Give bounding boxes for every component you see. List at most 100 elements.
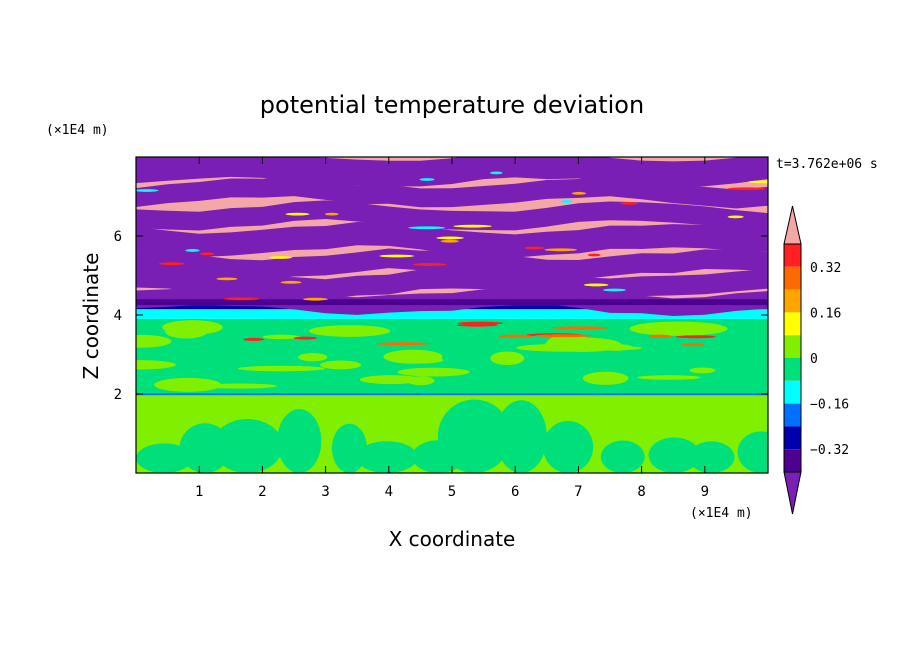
purple-stripe — [136, 222, 768, 258]
time-label: t=3.762e+06 s — [776, 157, 878, 172]
x-tick-label: 6 — [511, 484, 519, 500]
patch — [136, 334, 172, 348]
plume — [543, 421, 594, 473]
x-tick-label: 9 — [701, 484, 709, 500]
x-tick-label: 4 — [385, 484, 393, 500]
plume — [495, 400, 547, 473]
deep-purple-band — [136, 299, 768, 306]
edge-filament — [748, 180, 768, 184]
y-tick-label: 4 — [114, 308, 122, 324]
y-axis-label: Z coordinate — [79, 253, 103, 380]
colorbar: 0.32 0.16 0 −0.16 −0.32 — [783, 205, 849, 515]
plume — [648, 437, 700, 473]
patch — [629, 321, 728, 336]
x-tick-label: 1 — [195, 484, 203, 500]
plume — [600, 440, 645, 473]
edge-filament — [408, 226, 446, 230]
edge-filament — [158, 262, 185, 266]
x-tick-label: 5 — [448, 484, 456, 500]
filament — [243, 337, 265, 341]
colorbar-swatch — [784, 289, 801, 313]
x-tick-label: 8 — [637, 484, 645, 500]
layer-cyan-band — [136, 307, 768, 319]
edge-filament — [571, 191, 587, 195]
edge-filament — [379, 254, 415, 258]
plot-area — [136, 157, 768, 473]
y-unit-label: (×1E4 m) — [46, 123, 109, 138]
x-axis: 1 2 3 4 5 6 7 8 9 — [195, 157, 709, 500]
edge-filament — [324, 212, 339, 216]
colorbar-swatch — [784, 358, 801, 381]
x-tick-label: 2 — [258, 484, 266, 500]
colorbar-swatch — [784, 312, 801, 336]
x-tick-label: 3 — [321, 484, 329, 500]
filament — [551, 326, 609, 330]
contour-field — [136, 157, 768, 473]
edge-filament — [280, 280, 302, 284]
edge-filament — [560, 200, 573, 203]
edge-filament — [727, 215, 744, 219]
colorbar-extend-bottom — [783, 471, 802, 515]
purple-stripe — [136, 200, 768, 232]
patch — [203, 383, 277, 389]
edge-filament — [453, 224, 492, 228]
plume — [737, 431, 768, 473]
edge-filament — [269, 256, 293, 259]
edge-filament — [199, 252, 215, 256]
x-tick-label: 7 — [574, 484, 582, 500]
plume — [688, 441, 735, 473]
patch — [359, 375, 423, 385]
purple-stripe — [136, 248, 768, 280]
plume — [437, 399, 512, 473]
edge-filament — [583, 283, 609, 287]
edge-filament — [136, 189, 159, 192]
y-tick-label: 6 — [114, 229, 122, 245]
patch — [490, 351, 525, 366]
filament — [497, 334, 533, 338]
colorbar-swatch — [784, 244, 801, 267]
patch — [298, 353, 328, 362]
colorbar-label: −0.16 — [810, 398, 849, 413]
colorbar-label: 0.32 — [810, 261, 841, 276]
edge-filament — [436, 236, 464, 240]
filament — [457, 321, 504, 325]
filament — [648, 334, 672, 338]
y-tick-label: 2 — [114, 387, 122, 403]
edge-filament — [412, 263, 447, 266]
patch — [544, 337, 622, 352]
edge-filament — [544, 248, 578, 252]
patch — [582, 371, 629, 385]
plume — [136, 443, 193, 473]
patch — [689, 367, 716, 374]
patch — [637, 375, 701, 380]
edge-filament — [185, 249, 200, 252]
purple-stripe — [136, 157, 768, 188]
x-axis-label: X coordinate — [389, 527, 516, 551]
edge-filament — [490, 171, 503, 175]
edge-filament — [587, 253, 601, 257]
edge-filament — [727, 187, 766, 191]
colorbar-label: −0.32 — [810, 443, 849, 458]
colorbar-label: 0 — [810, 352, 818, 367]
edge-filament — [602, 288, 627, 292]
colorbar-swatch — [784, 403, 801, 427]
y-axis: 2 4 6 — [114, 229, 768, 403]
plume — [356, 441, 418, 473]
x-unit-label: (×1E4 m) — [690, 506, 753, 521]
edge-filament — [620, 201, 638, 205]
patch — [136, 360, 176, 370]
filament — [535, 334, 594, 338]
filament — [681, 343, 705, 347]
patch — [397, 367, 470, 377]
plume — [277, 409, 322, 473]
colorbar-swatch — [784, 266, 801, 290]
filament — [374, 342, 431, 346]
colorbar-swatch — [784, 426, 801, 450]
patch — [398, 356, 444, 364]
thin-layer — [136, 393, 768, 396]
chart-title: potential temperature deviation — [260, 91, 644, 119]
patch — [308, 325, 391, 337]
patch — [154, 377, 222, 392]
edge-filament — [223, 297, 260, 301]
